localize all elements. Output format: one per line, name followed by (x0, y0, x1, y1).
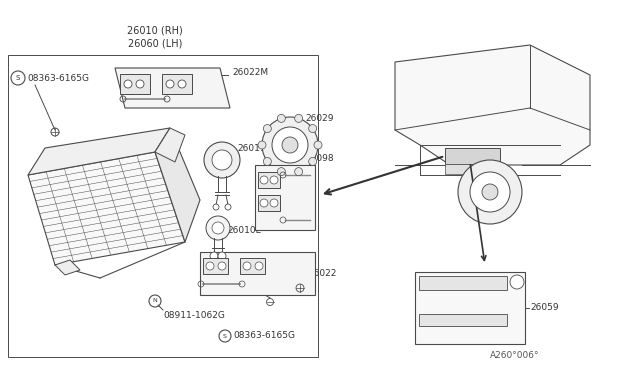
Circle shape (262, 117, 318, 173)
Bar (258, 195, 280, 211)
Text: ATTENTION: ATTENTION (444, 317, 483, 323)
Circle shape (277, 168, 285, 176)
Circle shape (136, 80, 144, 88)
Text: 26029: 26029 (305, 113, 333, 122)
Polygon shape (155, 128, 200, 242)
Polygon shape (395, 45, 590, 165)
Circle shape (270, 176, 278, 184)
Bar (419, 276, 507, 290)
Text: 26098: 26098 (305, 154, 333, 163)
Text: 26022M: 26022M (232, 67, 268, 77)
Circle shape (206, 262, 214, 270)
Circle shape (212, 222, 224, 234)
Text: A260°006°: A260°006° (490, 350, 540, 359)
Polygon shape (28, 128, 170, 175)
Circle shape (272, 127, 308, 163)
Polygon shape (28, 152, 185, 265)
Text: 08363-6165G: 08363-6165G (27, 74, 89, 83)
Polygon shape (55, 260, 80, 275)
Circle shape (263, 157, 271, 166)
Bar (8, 55, 318, 357)
Text: 26059: 26059 (530, 304, 559, 312)
Circle shape (282, 137, 298, 153)
Polygon shape (255, 165, 315, 230)
Bar (120, 74, 150, 94)
Bar (415, 272, 525, 344)
Text: S: S (16, 75, 20, 81)
Circle shape (277, 114, 285, 122)
Polygon shape (200, 252, 315, 295)
Circle shape (458, 160, 522, 224)
Circle shape (270, 199, 278, 207)
Circle shape (510, 275, 524, 289)
Circle shape (212, 150, 232, 170)
Circle shape (204, 142, 240, 178)
Text: 26011A: 26011A (237, 144, 272, 153)
Text: 26010E: 26010E (227, 225, 261, 234)
Polygon shape (155, 128, 185, 162)
Circle shape (178, 80, 186, 88)
Bar (162, 74, 192, 94)
Circle shape (294, 168, 303, 176)
Circle shape (255, 262, 263, 270)
Circle shape (243, 262, 251, 270)
Bar (445, 164, 500, 174)
Text: N: N (152, 298, 157, 304)
Circle shape (470, 172, 510, 212)
Bar (203, 258, 228, 274)
Bar (419, 314, 507, 326)
Circle shape (263, 125, 271, 132)
Text: 26060 (LH): 26060 (LH) (128, 38, 182, 48)
Polygon shape (115, 68, 230, 108)
Circle shape (260, 199, 268, 207)
Text: ATTENTION: ATTENTION (444, 280, 483, 286)
Bar (258, 172, 280, 188)
Circle shape (206, 216, 230, 240)
Circle shape (210, 252, 218, 260)
Text: S: S (223, 334, 227, 339)
Bar (240, 258, 265, 274)
Circle shape (225, 204, 231, 210)
Circle shape (124, 80, 132, 88)
Circle shape (218, 262, 226, 270)
Circle shape (258, 141, 266, 149)
Circle shape (213, 204, 219, 210)
Circle shape (218, 252, 226, 260)
Bar (445, 148, 500, 164)
Circle shape (308, 157, 317, 166)
Text: 26022: 26022 (308, 269, 337, 278)
Circle shape (314, 141, 322, 149)
Circle shape (166, 80, 174, 88)
Text: 08363-6165G: 08363-6165G (233, 331, 295, 340)
Circle shape (482, 184, 498, 200)
Circle shape (294, 114, 303, 122)
Circle shape (308, 125, 317, 132)
Text: 08911-1062G: 08911-1062G (163, 311, 225, 320)
Text: 26010 (RH): 26010 (RH) (127, 25, 183, 35)
Circle shape (260, 176, 268, 184)
